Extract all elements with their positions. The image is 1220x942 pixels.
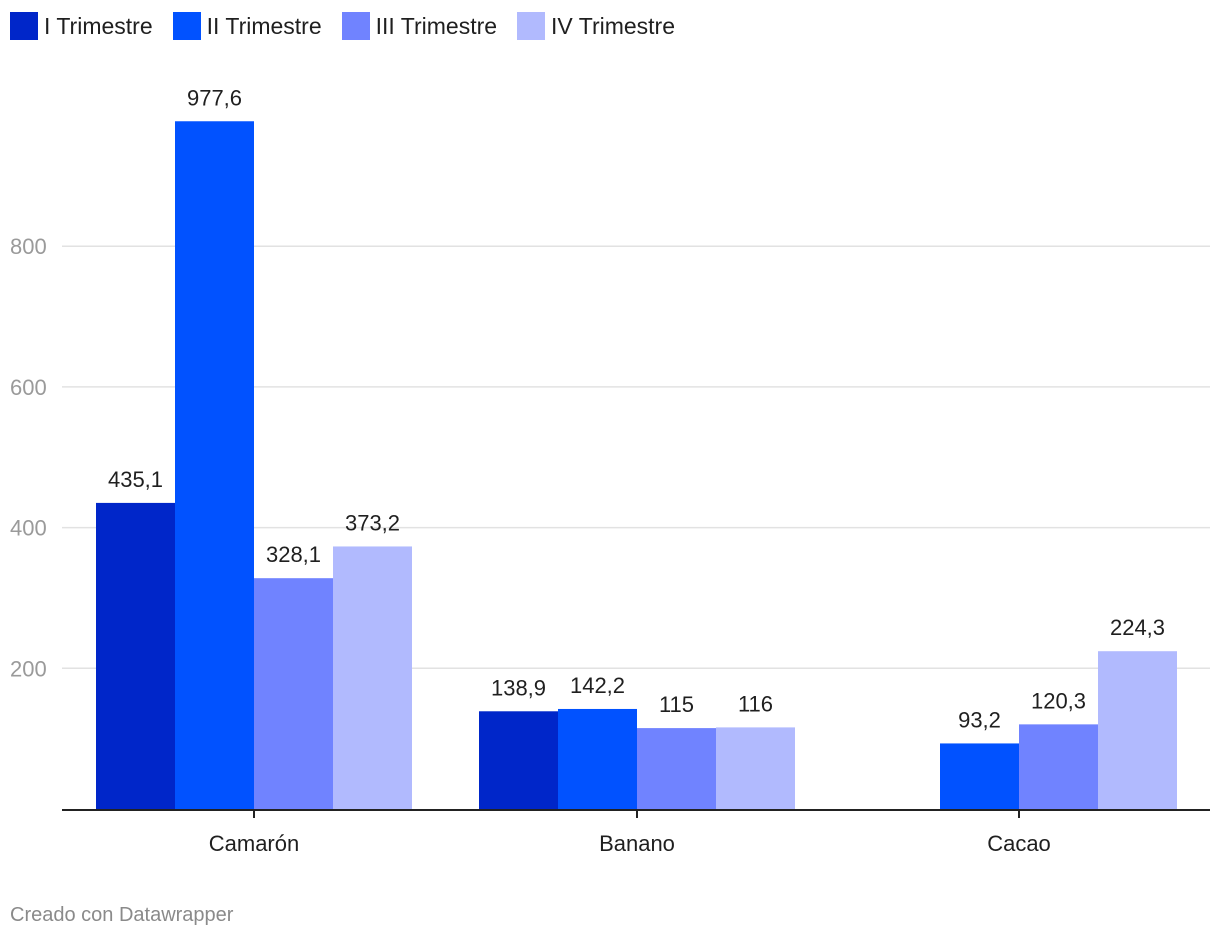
legend-swatch bbox=[341, 12, 370, 40]
bar bbox=[940, 743, 1019, 809]
data-label: 138,9 bbox=[491, 675, 546, 700]
bar bbox=[254, 578, 333, 809]
data-label: 977,6 bbox=[187, 85, 242, 110]
legend-item: I Trimestre bbox=[10, 12, 153, 40]
bar bbox=[333, 546, 412, 809]
footer-credit: Creado con Datawrapper bbox=[10, 904, 234, 926]
y-tick-label: 200 bbox=[10, 656, 47, 681]
data-label: 115 bbox=[659, 692, 694, 717]
data-label: 224,3 bbox=[1110, 615, 1165, 640]
y-tick-label: 800 bbox=[10, 234, 47, 259]
legend-item: III Trimestre bbox=[341, 12, 498, 40]
bar bbox=[558, 708, 637, 809]
legend-swatch bbox=[10, 12, 38, 40]
bar bbox=[716, 727, 795, 809]
y-tick-label: 400 bbox=[10, 516, 47, 541]
legend-item: IV Trimestre bbox=[517, 12, 675, 40]
bar bbox=[1019, 724, 1098, 809]
data-label: 142,2 bbox=[570, 673, 625, 698]
data-label: 120,3 bbox=[1031, 688, 1086, 713]
x-tick-label: Cacao bbox=[987, 831, 1051, 856]
legend: I Trimestre II Trimestre III Trimestre IV T… bbox=[10, 12, 695, 40]
x-tick-label: Camarón bbox=[209, 831, 299, 856]
bar bbox=[96, 502, 175, 809]
bar bbox=[1098, 651, 1177, 809]
legend-label: III Trimestre bbox=[375, 12, 498, 39]
bar bbox=[479, 711, 558, 809]
legend-swatch bbox=[172, 12, 201, 40]
bar bbox=[637, 728, 716, 809]
y-tick-label: 600 bbox=[10, 375, 47, 400]
legend-label: I Trimestre bbox=[44, 12, 153, 39]
data-label: 435,1 bbox=[108, 467, 163, 492]
data-label: 328,1 bbox=[266, 542, 321, 567]
data-label: 93,2 bbox=[958, 707, 1001, 732]
data-label: 116 bbox=[738, 691, 773, 716]
legend-label: IV Trimestre bbox=[551, 12, 676, 39]
legend-label: II Trimestre bbox=[206, 12, 322, 39]
bar bbox=[175, 121, 254, 809]
legend-swatch bbox=[517, 12, 546, 40]
legend-item: II Trimestre bbox=[172, 12, 322, 40]
data-label: 373,2 bbox=[345, 510, 400, 535]
x-tick-label: Banano bbox=[599, 831, 675, 856]
